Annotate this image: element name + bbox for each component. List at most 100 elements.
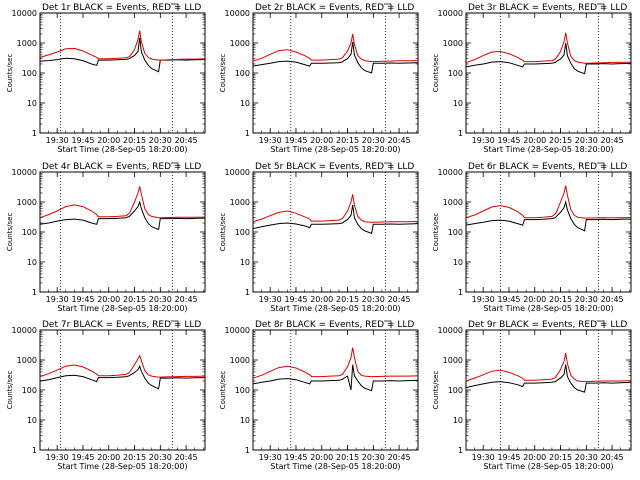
y-tick-label: 10000 <box>225 9 250 18</box>
panel-title: Det 9r BLACK = Events, RED = LLD <box>468 320 627 330</box>
x-tick-label: 19:30 <box>46 453 69 462</box>
y-tick-label: 1000 <box>443 198 463 207</box>
x-tick-label: 20:45 <box>175 453 198 462</box>
lld-series-line <box>39 354 206 378</box>
corner-marker <box>171 320 179 328</box>
y-tick-label: 10000 <box>225 326 250 335</box>
events-series-line <box>465 200 632 232</box>
y-tick-label: 10000 <box>12 168 37 177</box>
panel-title: Det 4r BLACK = Events, RED = LLD <box>42 162 201 172</box>
lld-series-line <box>465 32 632 64</box>
events-series-line <box>39 364 206 390</box>
x-tick-label: 20:45 <box>601 136 624 145</box>
events-series-line <box>39 200 206 231</box>
events-series-line <box>465 42 632 75</box>
plot-frame <box>39 171 206 293</box>
x-axis-label: Start Time (28-Sep-05 18:20:00) <box>483 462 613 471</box>
y-tick-label: 100 <box>235 386 250 395</box>
plot-frame <box>465 171 632 293</box>
corner-marker <box>597 320 605 328</box>
corner-marker <box>171 3 179 11</box>
y-tick-label: 1000 <box>443 39 463 48</box>
plot-frame <box>465 329 632 451</box>
lld-series-line <box>465 185 632 219</box>
x-tick-label: 20:15 <box>336 136 359 145</box>
events-series-line <box>39 37 206 73</box>
y-axis-label: Counts/sec <box>6 213 14 252</box>
x-tick-label: 19:45 <box>497 136 520 145</box>
x-tick-label: 19:45 <box>71 295 94 304</box>
y-tick-label: 1 <box>245 129 250 138</box>
x-tick-label: 20:30 <box>575 295 598 304</box>
x-axis-label: Start Time (28-Sep-05 18:20:00) <box>270 145 400 154</box>
events-series-line <box>252 364 419 392</box>
x-tick-label: 19:30 <box>472 295 495 304</box>
y-tick-label: 10 <box>240 416 250 425</box>
x-axis-label: Start Time (28-Sep-05 18:20:00) <box>483 304 613 313</box>
y-tick-label: 10000 <box>225 168 250 177</box>
y-axis-label: Counts/sec <box>6 54 14 93</box>
x-tick-label: 19:30 <box>472 136 495 145</box>
x-axis-label: Start Time (28-Sep-05 18:20:00) <box>57 462 187 471</box>
panel-6: Det 6r BLACK = Events, RED = LLD 1 10 100 10… <box>432 162 632 313</box>
y-tick-label: 1 <box>245 288 250 297</box>
x-tick-label: 20:15 <box>123 453 146 462</box>
x-tick-label: 20:00 <box>97 136 120 145</box>
lld-series-line <box>252 347 419 379</box>
y-tick-label: 1000 <box>230 356 250 365</box>
y-tick-label: 100 <box>448 386 463 395</box>
y-axis-label: Counts/sec <box>432 213 440 252</box>
x-tick-label: 20:15 <box>123 295 146 304</box>
lld-series-line <box>252 194 419 223</box>
panel-3: Det 3r BLACK = Events, RED = LLD 1 10 100 10… <box>432 3 632 154</box>
plot-frame <box>252 329 419 451</box>
y-tick-label: 10 <box>240 258 250 267</box>
x-tick-label: 19:30 <box>259 295 282 304</box>
lld-series-line <box>252 33 419 63</box>
y-tick-label: 10 <box>27 258 37 267</box>
x-tick-label: 19:45 <box>71 453 94 462</box>
x-tick-label: 20:15 <box>549 136 572 145</box>
panel-title: Det 8r BLACK = Events, RED = LLD <box>255 320 414 330</box>
x-tick-label: 20:15 <box>336 453 359 462</box>
y-axis-label: Counts/sec <box>219 213 227 252</box>
x-tick-label: 20:45 <box>388 136 411 145</box>
y-tick-label: 100 <box>448 69 463 78</box>
x-tick-label: 20:45 <box>601 295 624 304</box>
x-tick-label: 20:30 <box>149 136 172 145</box>
events-series-line <box>252 204 419 235</box>
x-tick-label: 20:30 <box>575 136 598 145</box>
y-tick-label: 10 <box>240 99 250 108</box>
y-tick-label: 100 <box>22 69 37 78</box>
x-tick-label: 20:30 <box>575 453 598 462</box>
x-tick-label: 19:30 <box>259 453 282 462</box>
y-tick-label: 100 <box>235 69 250 78</box>
x-tick-label: 20:15 <box>336 295 359 304</box>
x-tick-label: 19:30 <box>46 136 69 145</box>
x-tick-label: 20:30 <box>149 453 172 462</box>
x-tick-label: 20:00 <box>310 453 333 462</box>
y-tick-label: 10000 <box>12 326 37 335</box>
y-tick-label: 1 <box>245 446 250 455</box>
corner-marker <box>597 162 605 170</box>
lld-series-line <box>465 352 632 383</box>
y-tick-label: 1 <box>458 288 463 297</box>
x-tick-label: 20:30 <box>362 453 385 462</box>
y-tick-label: 1000 <box>17 356 37 365</box>
plot-frame <box>252 12 419 134</box>
y-axis-label: Counts/sec <box>432 54 440 93</box>
x-tick-label: 20:45 <box>388 295 411 304</box>
x-tick-label: 20:00 <box>523 453 546 462</box>
y-axis-label: Counts/sec <box>219 54 227 93</box>
y-tick-label: 100 <box>22 228 37 237</box>
corner-marker <box>384 162 392 170</box>
x-axis-label: Start Time (28-Sep-05 18:20:00) <box>270 304 400 313</box>
y-tick-label: 1 <box>32 129 37 138</box>
y-tick-label: 10 <box>453 416 463 425</box>
panel-4: Det 4r BLACK = Events, RED = LLD 1 10 100 10… <box>6 162 206 313</box>
x-tick-label: 20:15 <box>549 453 572 462</box>
plot-frame <box>465 12 632 134</box>
y-axis-label: Counts/sec <box>432 371 440 410</box>
x-tick-label: 20:45 <box>175 295 198 304</box>
y-tick-label: 10 <box>27 99 37 108</box>
